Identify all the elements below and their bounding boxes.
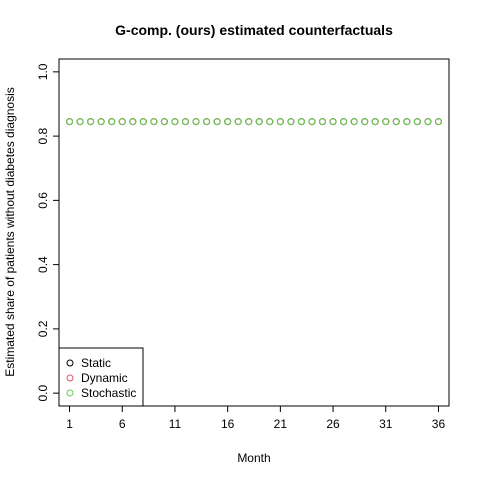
- x-tick-label: 16: [221, 417, 235, 431]
- legend-marker-static: [66, 359, 74, 367]
- y-tick-label: 1.0: [36, 63, 50, 80]
- y-tick-label: 0.0: [36, 384, 50, 401]
- point-stochastic: [319, 118, 327, 126]
- point-stochastic: [266, 118, 274, 126]
- x-axis-label: Month: [237, 451, 270, 465]
- point-stochastic: [150, 118, 158, 126]
- legend-label-static: Static: [81, 356, 111, 370]
- x-tick-label: 31: [379, 417, 393, 431]
- chart-title: G-comp. (ours) estimated counterfactuals: [115, 22, 393, 38]
- y-axis-label: Estimated share of patients without diab…: [3, 87, 17, 377]
- legend-label-stochastic: Stochastic: [81, 386, 136, 400]
- point-stochastic: [76, 118, 84, 126]
- x-tick-label: 11: [169, 417, 182, 431]
- x-axis: 1 6 11 16 21 26 31 36: [66, 406, 445, 431]
- point-stochastic: [97, 118, 105, 126]
- point-stochastic: [276, 118, 284, 126]
- point-stochastic: [66, 118, 74, 126]
- point-stochastic: [434, 118, 442, 126]
- point-stochastic: [139, 118, 147, 126]
- x-tick-label: 36: [432, 417, 446, 431]
- point-stochastic: [234, 118, 242, 126]
- x-tick-label: 26: [326, 417, 340, 431]
- point-stochastic: [171, 118, 179, 126]
- legend-marker-stochastic: [66, 389, 74, 397]
- point-stochastic: [192, 118, 200, 126]
- point-stochastic: [108, 118, 116, 126]
- x-tick-label: 1: [66, 417, 73, 431]
- point-stochastic: [308, 118, 316, 126]
- point-stochastic: [181, 118, 189, 126]
- legend-label-dynamic: Dynamic: [81, 371, 128, 385]
- point-stochastic: [392, 118, 400, 126]
- point-stochastic: [382, 118, 390, 126]
- point-stochastic: [361, 118, 369, 126]
- y-tick-label: 0.8: [36, 127, 50, 144]
- point-stochastic: [160, 118, 168, 126]
- x-tick-label: 6: [119, 417, 126, 431]
- point-stochastic: [213, 118, 221, 126]
- point-stochastic: [340, 118, 348, 126]
- point-stochastic: [329, 118, 337, 126]
- point-stochastic: [371, 118, 379, 126]
- y-tick-label: 0.2: [36, 320, 50, 337]
- y-tick-label: 0.4: [36, 256, 50, 273]
- point-stochastic: [297, 118, 305, 126]
- y-tick-label: 0.6: [36, 192, 50, 209]
- plot-frame: [58, 58, 450, 407]
- point-stochastic: [224, 118, 232, 126]
- point-stochastic: [255, 118, 263, 126]
- point-stochastic: [413, 118, 421, 126]
- point-stochastic: [245, 118, 253, 126]
- y-axis: 0.0 0.2 0.4 0.6 0.8 1.0: [36, 63, 59, 401]
- point-stochastic: [287, 118, 295, 126]
- data-points: [66, 118, 442, 126]
- point-stochastic: [424, 118, 432, 126]
- point-stochastic: [118, 118, 126, 126]
- point-stochastic: [203, 118, 211, 126]
- point-stochastic: [87, 118, 95, 126]
- x-tick-label: 21: [274, 417, 288, 431]
- point-stochastic: [350, 118, 358, 126]
- point-stochastic: [403, 118, 411, 126]
- point-stochastic: [129, 118, 137, 126]
- legend-marker-dynamic: [66, 374, 74, 382]
